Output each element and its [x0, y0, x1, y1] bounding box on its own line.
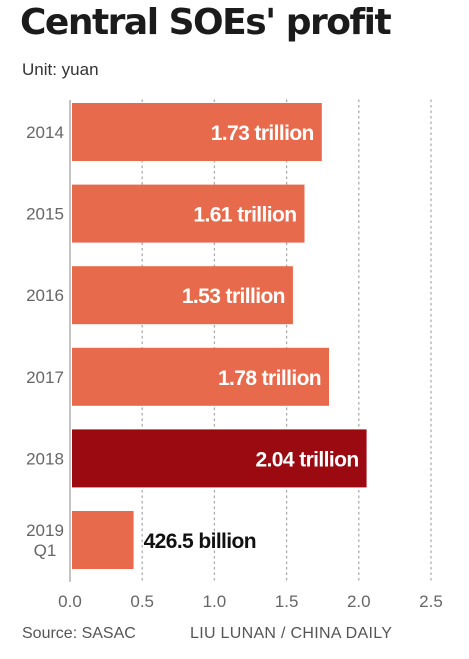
bars: 1.73 trillion 1.61 trillion 1.53 trillion 1…: [72, 103, 367, 569]
category-label: 2016: [26, 286, 64, 305]
bar: [72, 429, 367, 488]
bar: [72, 103, 322, 161]
category-label: 2017: [26, 368, 64, 387]
grid-lines: [69, 99, 432, 583]
category-label: 2015: [26, 205, 64, 224]
data-label: 426.5 billion: [144, 530, 256, 553]
data-label: 1.61 trillion: [193, 204, 296, 227]
data-label: 1.78 trillion: [218, 367, 321, 390]
category-label: Q1: [34, 541, 57, 560]
x-tick-label: 2.5: [419, 592, 443, 611]
bar: [72, 184, 305, 243]
x-tick-label: 2.0: [347, 592, 371, 611]
bar: [72, 511, 134, 569]
chart-title: Central SOEs' profit: [20, 2, 392, 43]
x-tick-label: 1.5: [275, 592, 299, 611]
data-label: 2.04 trillion: [255, 448, 358, 471]
x-tick-label: 1.0: [203, 592, 227, 611]
data-label: 1.73 trillion: [211, 122, 314, 145]
category-label: 2019: [26, 521, 64, 540]
bar: [72, 266, 293, 325]
x-tick-label: 0.0: [58, 592, 82, 611]
bar: [72, 347, 330, 406]
x-axis-ticks: 0.0 0.5 1.0 1.5 2.0 2.5: [58, 592, 443, 611]
author-credit: LIU LUNAN / CHINA DAILY: [190, 625, 393, 642]
category-label: 2018: [26, 449, 64, 468]
source-credit: Source: SASAC: [22, 625, 136, 642]
x-tick-label: 0.5: [130, 592, 154, 611]
unit-label: Unit: yuan: [22, 60, 99, 79]
bar-chart: 1.73 trillion 1.61 trillion 1.53 trillion 1…: [26, 99, 443, 611]
data-label: 1.53 trillion: [182, 285, 285, 308]
category-label: 2014: [26, 123, 64, 142]
